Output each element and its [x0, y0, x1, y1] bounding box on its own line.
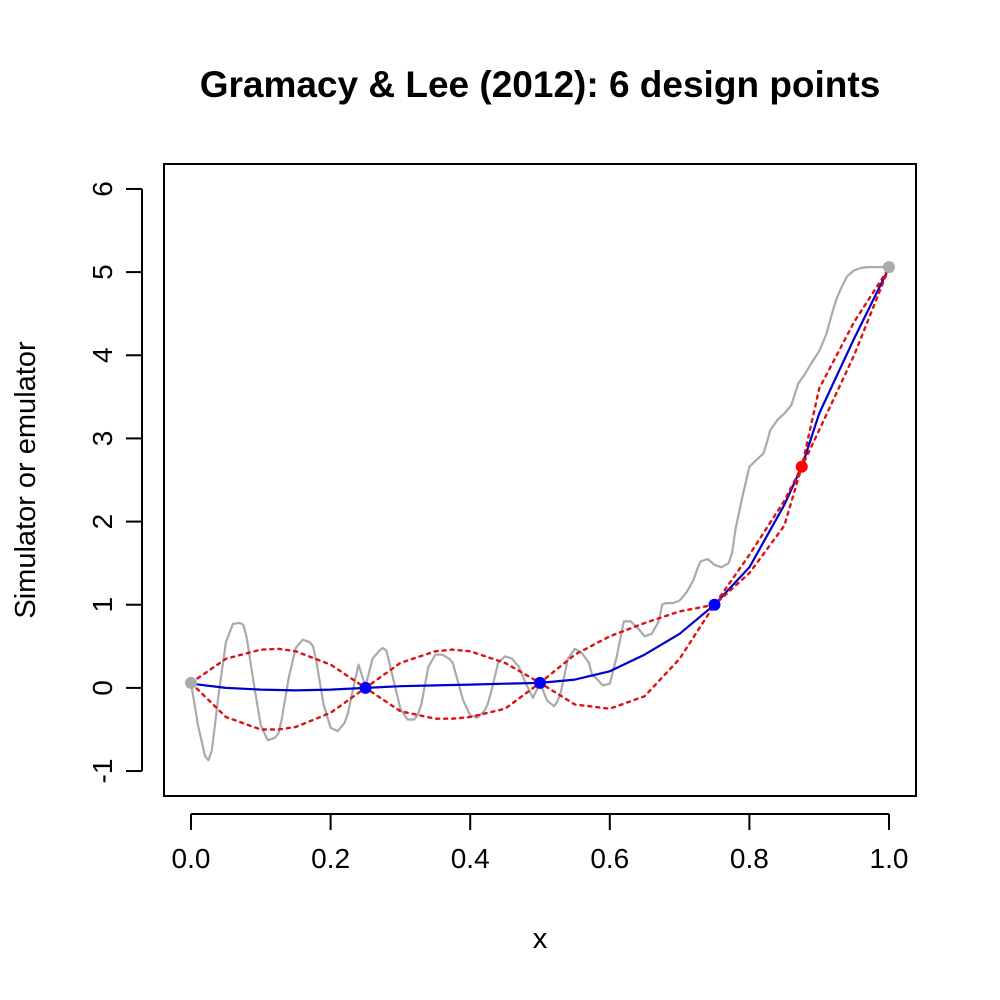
design-point: [185, 676, 197, 689]
design-point: [795, 460, 808, 473]
emulator-mean-line: [189, 266, 891, 692]
x-axis-label: x: [533, 923, 548, 955]
design-point: [883, 261, 895, 274]
design-point: [359, 681, 372, 694]
y-tick-label: 4: [87, 347, 118, 363]
emulator-upper-line: [189, 266, 891, 690]
x-tick-label: 0.6: [590, 843, 629, 874]
y-tick-label: 1: [87, 597, 118, 613]
y-axis: -1 0 1 2 3 4 5 6: [87, 181, 143, 784]
x-axis: 0.0 0.2 0.4 0.6 0.8 1.0: [172, 813, 909, 874]
design-point: [708, 598, 721, 611]
x-tick-label: 0.0: [172, 843, 211, 874]
y-tick-label: 0: [87, 680, 118, 696]
y-tick-label: 5: [87, 264, 118, 280]
y-tick-label: 3: [87, 431, 118, 447]
x-tick-label: 0.8: [730, 843, 769, 874]
x-tick-label: 0.4: [451, 843, 490, 874]
x-tick-label: 1.0: [870, 843, 909, 874]
y-tick-label: 6: [87, 181, 118, 197]
y-axis-label: Simulator or emulator: [10, 341, 42, 619]
y-tick-label: 2: [87, 514, 118, 530]
y-tick-label: -1: [87, 759, 118, 784]
design-points: [185, 261, 895, 694]
design-point: [534, 676, 546, 689]
x-tick-label: 0.2: [311, 843, 350, 874]
plot-frame: [163, 163, 917, 797]
chart-title: Gramacy & Lee (2012): 6 design points: [200, 64, 881, 105]
emulator-lower-line: [189, 266, 891, 731]
